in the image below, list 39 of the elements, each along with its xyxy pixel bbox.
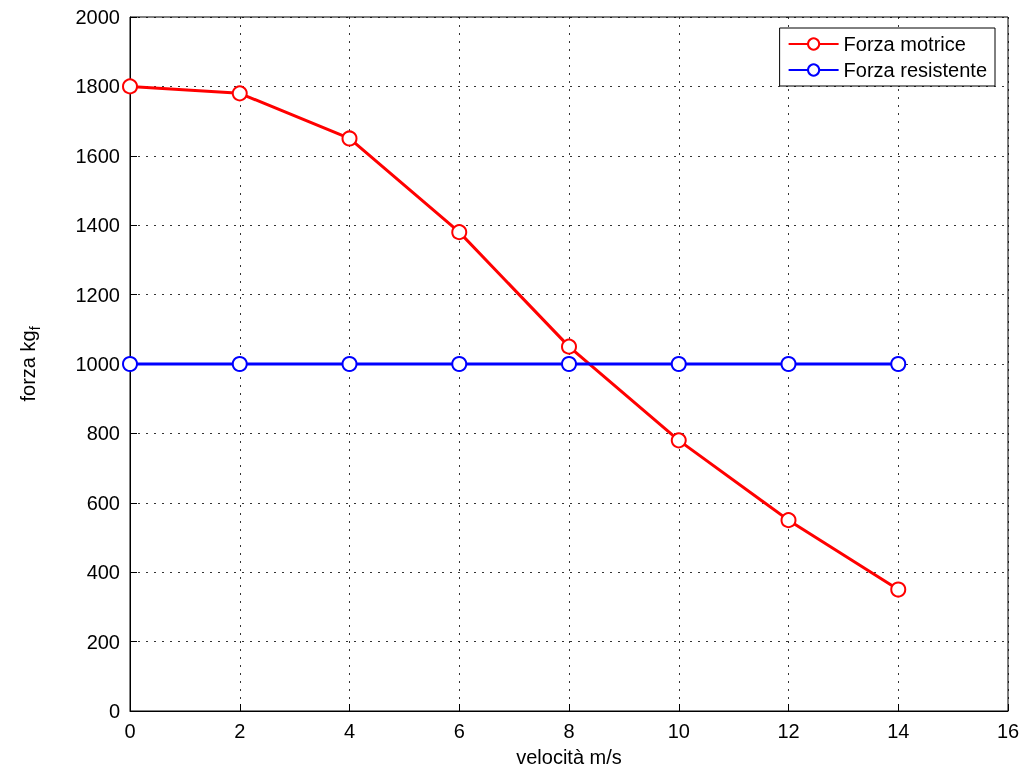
y-tick-label: 0 bbox=[108, 700, 120, 722]
x-tick-label: 16 bbox=[996, 720, 1020, 742]
point bbox=[231, 356, 248, 372]
x-tick-label: 6 bbox=[453, 720, 465, 742]
point bbox=[890, 581, 907, 598]
legend-label: Forza resistente bbox=[843, 59, 987, 81]
y-tick-label: 200 bbox=[86, 630, 120, 653]
point bbox=[122, 356, 138, 372]
point bbox=[670, 356, 687, 372]
y-tick-label: 1200 bbox=[75, 283, 120, 306]
y-tick-label: 1000 bbox=[75, 353, 120, 375]
x-tick-label: 10 bbox=[667, 720, 690, 742]
x-tick-label: 8 bbox=[563, 720, 575, 742]
y-tick-label: 400 bbox=[86, 561, 120, 584]
x-tick-label: 2 bbox=[234, 720, 246, 742]
y-tick-label: 600 bbox=[86, 491, 120, 514]
legend-label: Forza motrice bbox=[843, 33, 966, 55]
point bbox=[341, 130, 358, 147]
y-tick-label: 1400 bbox=[75, 214, 120, 237]
point bbox=[231, 85, 248, 102]
x-axis-title: velocità m/s bbox=[516, 746, 622, 768]
x-tick-label: 14 bbox=[887, 720, 910, 742]
x-tick-label: 12 bbox=[777, 720, 800, 742]
point bbox=[780, 512, 797, 529]
y-tick-label: 1600 bbox=[75, 144, 120, 167]
point bbox=[341, 356, 358, 372]
point bbox=[890, 356, 907, 372]
point bbox=[780, 356, 797, 372]
y-tick-label: 1800 bbox=[75, 75, 120, 98]
y-tick-label: 800 bbox=[86, 422, 120, 445]
point bbox=[451, 356, 468, 372]
x-tick-label: 4 bbox=[343, 720, 356, 742]
point bbox=[561, 356, 577, 372]
point bbox=[122, 78, 138, 95]
point bbox=[451, 224, 468, 241]
y-tick-label: 2000 bbox=[75, 6, 120, 28]
point bbox=[670, 432, 687, 449]
x-tick-label: 0 bbox=[124, 720, 136, 742]
point bbox=[561, 338, 577, 355]
